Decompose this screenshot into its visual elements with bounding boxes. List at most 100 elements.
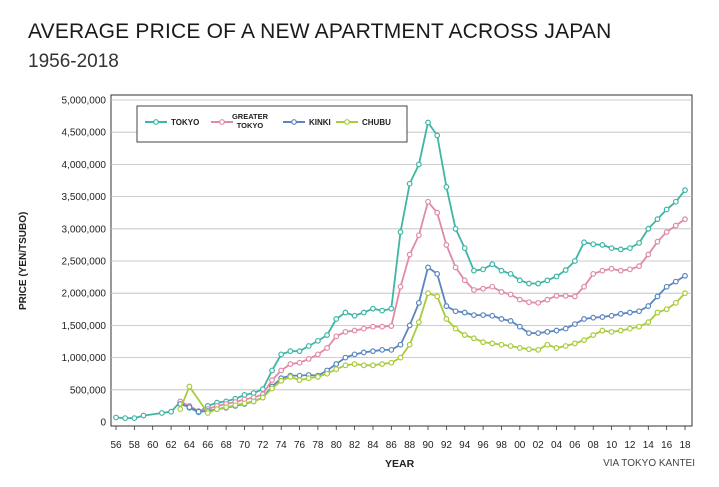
legend-label-chubu: CHUBU	[362, 118, 391, 127]
data-point-greater-tokyo	[544, 296, 551, 303]
legend-label-greater-tokyo: GREATER	[232, 112, 269, 121]
data-point-greater-tokyo	[360, 325, 367, 332]
data-point-tokyo	[415, 161, 422, 168]
data-point-tokyo	[269, 367, 275, 374]
data-point-chubu	[186, 383, 193, 390]
data-point-greater-tokyo	[617, 267, 624, 274]
y-tick-labels: 0 500,000 1,000,000 1,500,000 2,000,000 2,500…	[62, 96, 107, 429]
data-point-chubu	[388, 359, 395, 366]
legend-marker-chubu	[344, 119, 350, 125]
data-point-kinki	[535, 330, 542, 337]
data-point-tokyo	[535, 280, 542, 287]
x-axis-label: YEAR	[385, 458, 415, 470]
data-point-tokyo	[645, 225, 652, 232]
x-tick-label: 58	[129, 440, 141, 451]
legend-marker-tokyo	[153, 119, 159, 125]
data-point-chubu	[627, 325, 633, 332]
data-point-greater-tokyo	[489, 283, 496, 290]
data-point-tokyo	[443, 184, 450, 190]
data-point-chubu	[259, 394, 266, 401]
y-tick-label: 3,500,000	[62, 192, 107, 203]
data-point-chubu	[315, 374, 321, 380]
data-point-kinki	[627, 309, 633, 316]
data-point-kinki	[507, 317, 514, 324]
data-point-greater-tokyo	[562, 292, 569, 299]
data-point-chubu	[498, 341, 505, 348]
y-axis-label: PRICE (YEN/TSUBO)	[18, 211, 29, 310]
data-point-chubu	[360, 362, 367, 369]
data-point-chubu	[654, 309, 661, 316]
data-point-kinki	[351, 351, 358, 358]
data-point-chubu	[590, 332, 597, 338]
data-point-tokyo	[553, 273, 560, 280]
data-point-tokyo	[351, 312, 358, 319]
data-point-chubu	[342, 362, 349, 369]
data-point-chubu	[370, 362, 376, 369]
data-point-chubu	[489, 340, 496, 347]
data-point-tokyo	[324, 332, 330, 338]
data-point-kinki	[654, 293, 661, 300]
data-point-tokyo	[663, 206, 670, 213]
data-point-greater-tokyo	[388, 323, 395, 329]
y-tick-label: 2,500,000	[62, 257, 107, 268]
x-tick-label: 98	[496, 440, 508, 451]
x-tick-label: 80	[331, 440, 343, 451]
x-tick-labels: 56 58 60 62 64 66 68 70 72 74 76 78 80 82 84 86 88 90 92 94…	[110, 426, 691, 451]
data-point-chubu	[379, 361, 386, 367]
data-point-greater-tokyo	[507, 291, 514, 298]
data-point-kinki	[452, 308, 459, 315]
data-point-chubu	[682, 290, 688, 297]
data-point-tokyo	[627, 245, 633, 252]
data-point-greater-tokyo	[571, 293, 578, 300]
data-point-tokyo	[278, 351, 285, 358]
data-point-kinki	[388, 346, 395, 353]
legend-label-greater-tokyo: TOKYO	[237, 121, 264, 130]
data-point-tokyo	[379, 307, 386, 314]
x-tick-label: 56	[110, 440, 122, 451]
data-point-chubu	[250, 398, 257, 405]
data-point-chubu	[663, 306, 670, 313]
data-point-tokyo	[305, 343, 312, 349]
data-point-greater-tokyo	[663, 229, 670, 235]
data-point-kinki	[571, 321, 578, 328]
data-point-chubu	[617, 327, 624, 334]
data-point-kinki	[526, 330, 532, 337]
data-point-kinki	[553, 327, 560, 334]
data-point-chubu	[553, 345, 560, 351]
x-tick-label: 00	[514, 440, 526, 451]
data-point-kinki	[544, 328, 551, 335]
data-point-greater-tokyo	[278, 367, 285, 374]
data-point-greater-tokyo	[599, 267, 606, 274]
x-tick-label: 64	[184, 440, 196, 451]
data-point-greater-tokyo	[406, 251, 413, 258]
data-point-chubu	[443, 316, 450, 322]
data-point-greater-tokyo	[636, 263, 643, 270]
data-point-kinki	[645, 303, 652, 309]
data-point-tokyo	[342, 309, 349, 316]
data-point-chubu	[452, 325, 459, 332]
x-tick-label: 16	[661, 440, 673, 451]
data-point-kinki	[342, 354, 349, 361]
data-point-chubu	[406, 341, 413, 348]
data-point-chubu	[645, 319, 652, 326]
x-tick-label: 72	[257, 440, 269, 451]
data-point-greater-tokyo	[471, 287, 477, 293]
data-point-kinki	[562, 325, 569, 332]
data-point-greater-tokyo	[480, 285, 486, 292]
data-point-tokyo	[526, 280, 532, 287]
x-tick-label: 08	[588, 440, 600, 451]
data-point-tokyo	[599, 241, 606, 248]
data-point-greater-tokyo	[452, 264, 459, 271]
data-point-chubu	[324, 370, 330, 377]
y-grid	[111, 99, 692, 391]
data-point-kinki	[480, 312, 486, 318]
data-point-chubu	[397, 354, 404, 361]
data-point-tokyo	[315, 337, 321, 344]
data-point-greater-tokyo	[535, 299, 542, 306]
x-tick-label: 88	[404, 440, 416, 451]
series-greater-tokyo	[177, 198, 688, 414]
data-point-chubu	[480, 339, 486, 346]
data-point-tokyo	[158, 410, 165, 416]
data-point-chubu	[562, 343, 569, 349]
data-point-tokyo	[672, 198, 679, 205]
